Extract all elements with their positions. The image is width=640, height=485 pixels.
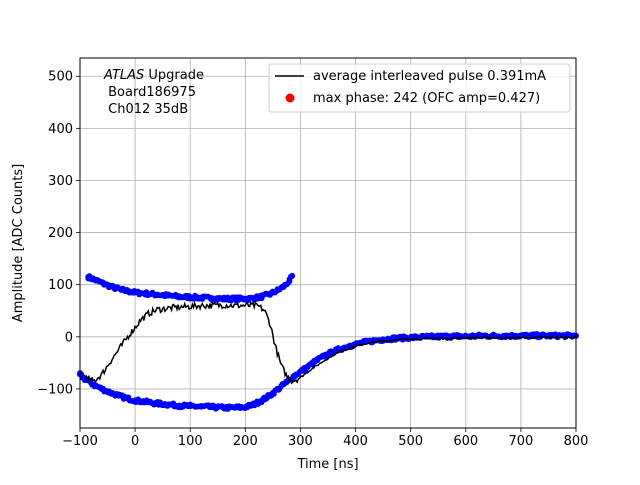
y-axis-label: Amplitude [ADC Counts]: [11, 164, 26, 322]
data-layer: [77, 272, 579, 412]
x-tick-label: 400: [343, 434, 368, 449]
x-tick-label: 600: [453, 434, 478, 449]
annotation-italic: ATLAS: [103, 68, 144, 83]
legend-label-max-phase: max phase: 242 (OFC amp=0.427): [313, 91, 540, 106]
y-tick-label: 400: [48, 122, 73, 137]
annotation-line1-rest: Upgrade: [144, 68, 204, 83]
series-1-points: [85, 272, 296, 304]
scatter-point: [289, 272, 295, 279]
annotation-line-3: Ch012 35dB: [104, 102, 188, 117]
x-axis-label: Time [ns]: [296, 457, 358, 472]
annotation-line-2: Board186975: [104, 85, 196, 100]
y-tick-label: 100: [48, 278, 73, 293]
x-tick-label: 0: [131, 434, 139, 449]
x-tick-label: 100: [178, 434, 203, 449]
annotation-line-1: ATLAS Upgrade: [103, 68, 204, 83]
annotation: ATLAS Upgrade Board186975 Ch012 35dB: [103, 68, 204, 117]
x-tick-label: 300: [288, 434, 313, 449]
x-tick-label: −100: [62, 434, 98, 449]
plot-frame: [79, 57, 577, 429]
ticks: −100 0 100 200 300 400 500 600 700 800 −100 0 100 200…: [37, 70, 588, 449]
legend-box: [268, 63, 571, 113]
y-tick-label: 500: [48, 70, 73, 85]
x-tick-label: 500: [398, 434, 423, 449]
legend: average interleaved pulse 0.391mA max ph…: [268, 63, 571, 113]
x-tick-label: 200: [233, 434, 258, 449]
legend-marker-swatch: [285, 93, 295, 103]
x-tick-label: 700: [508, 434, 533, 449]
y-tick-label: 0: [65, 330, 73, 345]
x-tick-label: 800: [564, 434, 589, 449]
series-0-line: [84, 300, 577, 385]
y-tick-label: −100: [37, 382, 73, 397]
y-tick-label: 300: [48, 174, 73, 189]
legend-label-average-pulse: average interleaved pulse 0.391mA: [313, 69, 546, 84]
y-tick-label: 200: [48, 226, 73, 241]
